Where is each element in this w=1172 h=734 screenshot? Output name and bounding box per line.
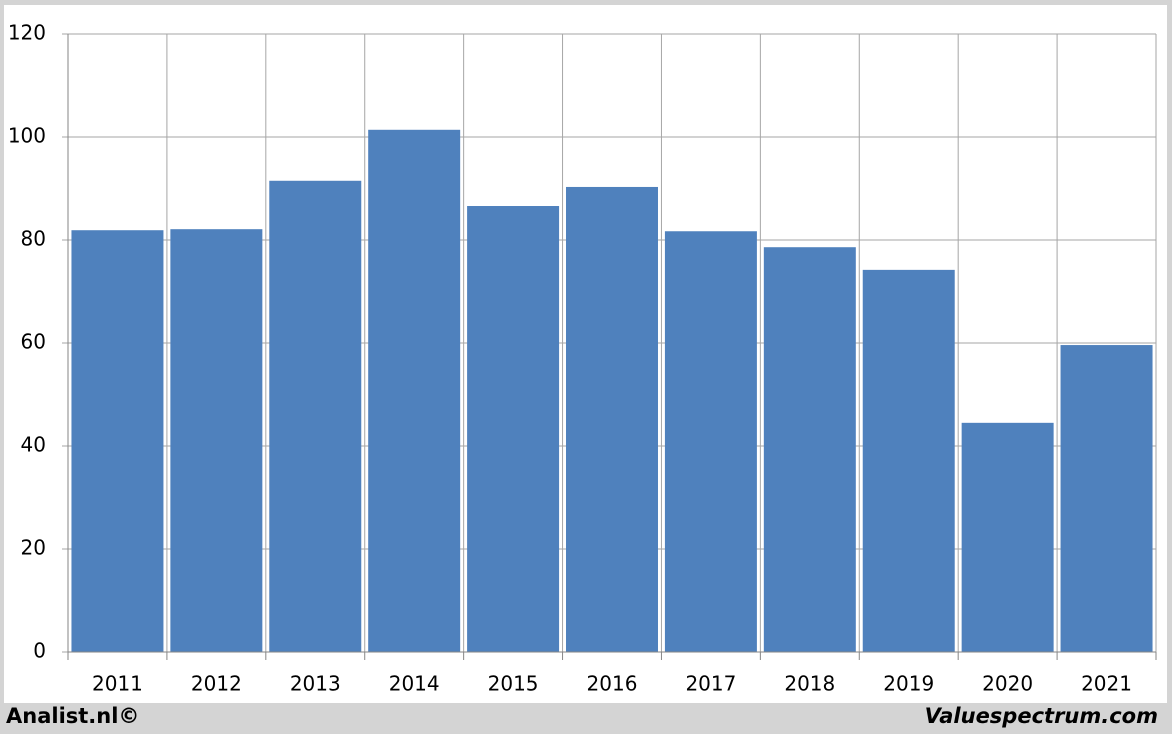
x-tick-label: 2013: [290, 672, 341, 696]
bar: [763, 247, 856, 652]
x-tick-label: 2012: [191, 672, 242, 696]
bar: [566, 186, 658, 652]
x-tick-label: 2011: [92, 672, 143, 696]
y-tick-label: 60: [21, 330, 46, 354]
y-tick-label: 120: [8, 21, 46, 45]
bar: [368, 129, 461, 653]
y-tick-label: 0: [33, 639, 46, 663]
bar: [862, 269, 955, 652]
source-left: Analist.nl©: [6, 704, 139, 728]
x-tick-label: 2019: [883, 672, 934, 696]
bar: [961, 422, 1054, 652]
x-tick-label: 2016: [587, 672, 638, 696]
y-tick-label: 40: [21, 433, 46, 457]
x-tick-label: 2014: [389, 672, 440, 696]
bar: [71, 230, 164, 652]
source-right: Valuespectrum.com: [925, 704, 1158, 728]
bar: [467, 206, 560, 652]
x-tick-label: 2021: [1081, 672, 1132, 696]
bar: [664, 231, 757, 652]
x-tick-label: 2017: [685, 672, 736, 696]
x-tick-label: 2020: [982, 672, 1033, 696]
x-tick-label: 2018: [784, 672, 835, 696]
y-tick-label: 20: [21, 536, 46, 560]
bar: [1060, 345, 1153, 652]
bar: [170, 229, 263, 652]
y-tick-label: 80: [21, 227, 46, 251]
bar: [269, 180, 362, 652]
x-tick-label: 2015: [488, 672, 539, 696]
y-tick-label: 100: [8, 124, 46, 148]
